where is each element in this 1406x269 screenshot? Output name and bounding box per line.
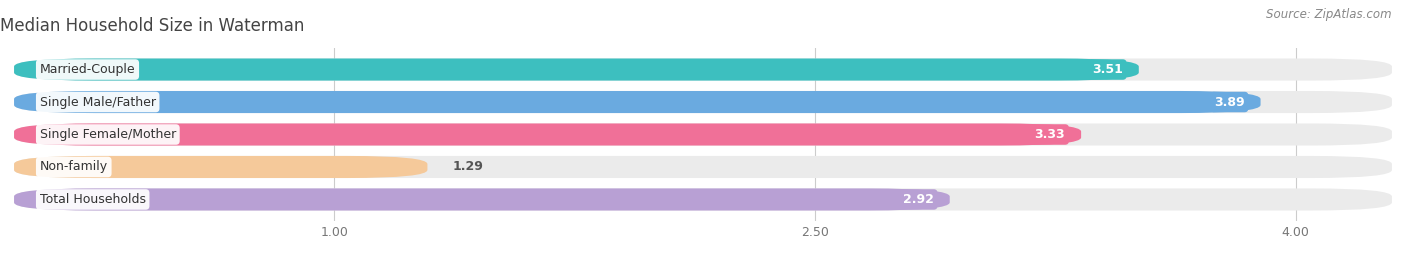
FancyBboxPatch shape bbox=[14, 156, 1392, 178]
FancyBboxPatch shape bbox=[14, 91, 1261, 113]
Text: Single Male/Father: Single Male/Father bbox=[39, 95, 156, 108]
Text: Total Households: Total Households bbox=[39, 193, 146, 206]
Text: Non-family: Non-family bbox=[39, 161, 108, 174]
Text: Median Household Size in Waterman: Median Household Size in Waterman bbox=[0, 17, 305, 35]
FancyBboxPatch shape bbox=[14, 58, 1139, 81]
FancyBboxPatch shape bbox=[14, 188, 1392, 211]
Text: Married-Couple: Married-Couple bbox=[39, 63, 135, 76]
FancyBboxPatch shape bbox=[14, 123, 1081, 146]
Text: 3.33: 3.33 bbox=[1035, 128, 1066, 141]
FancyBboxPatch shape bbox=[14, 58, 1392, 81]
FancyBboxPatch shape bbox=[14, 123, 1392, 146]
Text: 1.29: 1.29 bbox=[453, 161, 484, 174]
FancyBboxPatch shape bbox=[14, 156, 427, 178]
FancyBboxPatch shape bbox=[14, 188, 949, 211]
Text: 3.51: 3.51 bbox=[1092, 63, 1123, 76]
FancyBboxPatch shape bbox=[14, 91, 1392, 113]
Text: Single Female/Mother: Single Female/Mother bbox=[39, 128, 176, 141]
Text: 2.92: 2.92 bbox=[903, 193, 934, 206]
Text: 3.89: 3.89 bbox=[1213, 95, 1244, 108]
Text: Source: ZipAtlas.com: Source: ZipAtlas.com bbox=[1267, 8, 1392, 21]
